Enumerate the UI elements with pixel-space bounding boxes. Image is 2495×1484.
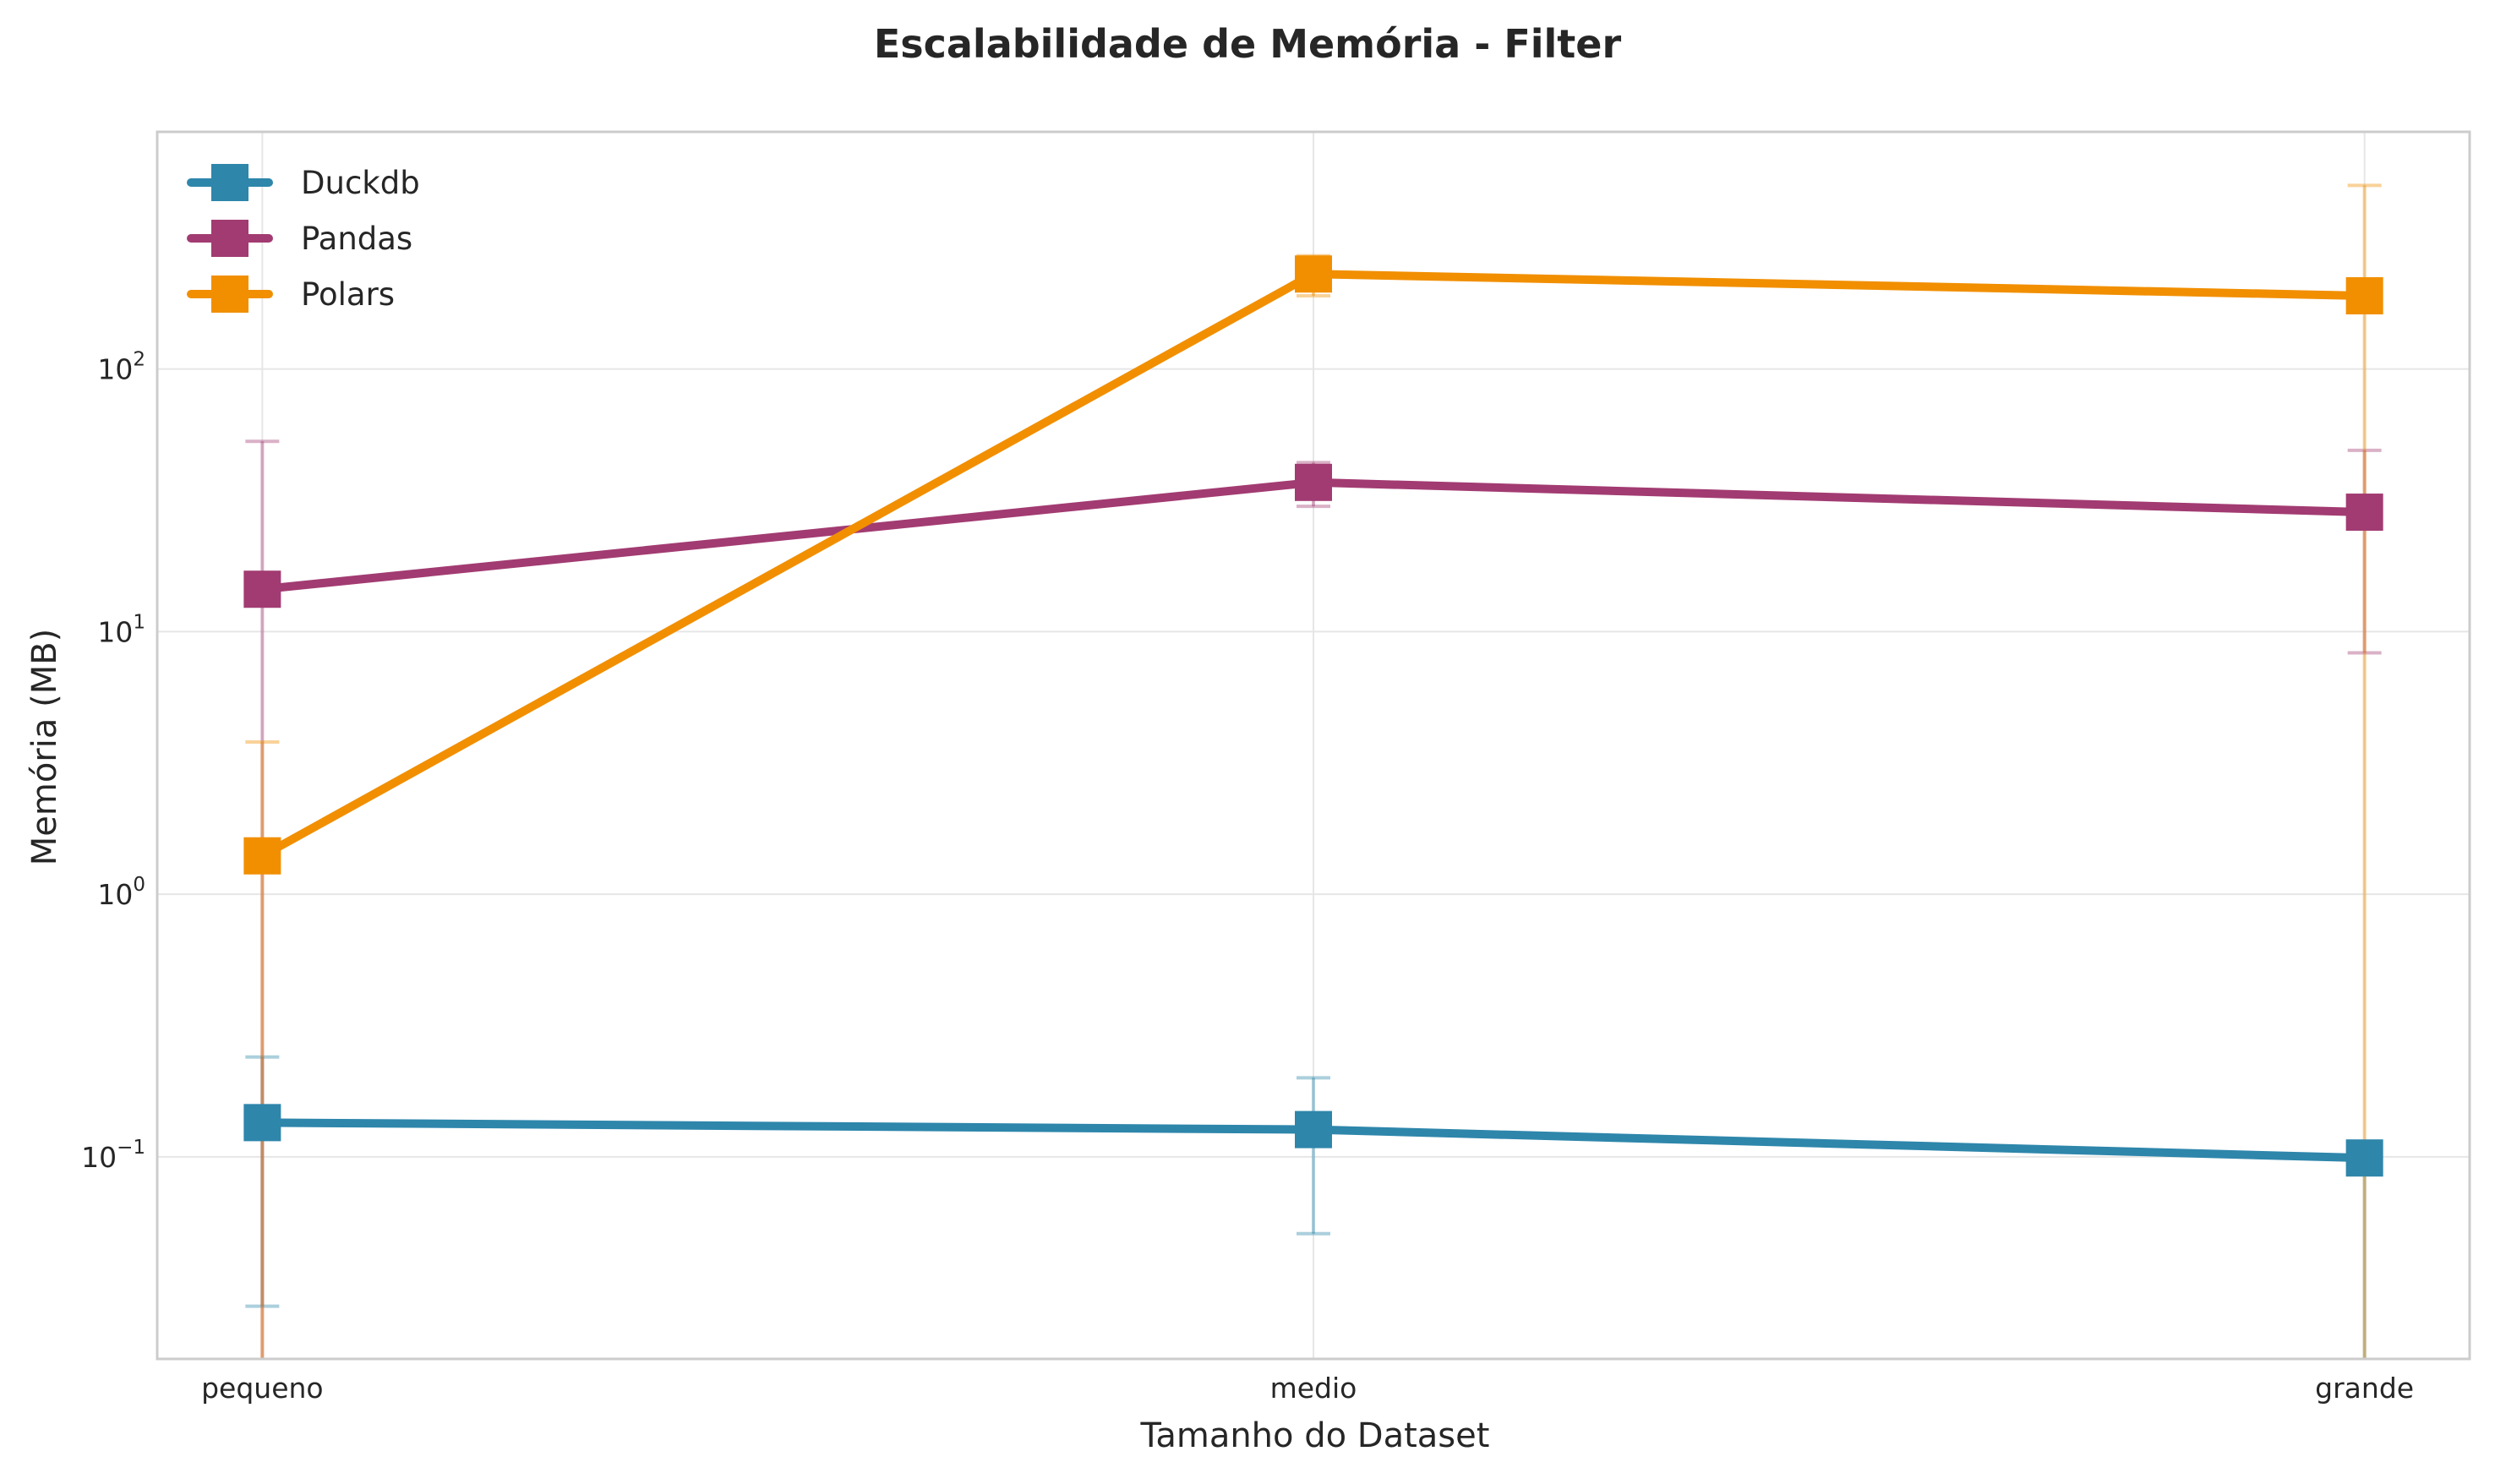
- error-bar-polars: [2347, 183, 2382, 1359]
- legend: Duckdb Pandas Polars: [187, 164, 420, 313]
- legend-marker-duckdb: [211, 164, 248, 201]
- error-bars: [245, 183, 2382, 1359]
- data-point-polars: [2345, 277, 2383, 315]
- data-point-duckdb: [1295, 1110, 1332, 1148]
- y-tick-base: 10: [81, 1141, 117, 1174]
- x-tick-label: pequeno: [201, 1372, 324, 1405]
- legend-label-polars: Polars: [301, 276, 395, 313]
- data-point-pandas: [1295, 463, 1332, 501]
- data-point-polars: [243, 837, 281, 875]
- y-tick-exponent: −1: [117, 1137, 145, 1159]
- legend-label-pandas: Pandas: [301, 221, 412, 257]
- error-bar-duckdb: [1297, 1076, 1330, 1236]
- data-point-pandas: [243, 570, 281, 608]
- y-axis-label: Memória (MB): [25, 629, 64, 866]
- legend-marker-polars: [211, 276, 248, 313]
- y-tick-label: 102: [97, 349, 145, 386]
- y-tick-label: 10−1: [81, 1137, 145, 1174]
- data-point-duckdb: [2345, 1139, 2383, 1177]
- x-tick-label: grande: [2315, 1372, 2414, 1405]
- y-tick-exponent: 2: [133, 349, 145, 371]
- error-bar-duckdb: [245, 1055, 280, 1308]
- error-bar-pandas: [2347, 448, 2382, 655]
- y-tick-base: 10: [97, 615, 133, 648]
- x-tick-label: medio: [1270, 1372, 1357, 1405]
- plot-frame: [156, 130, 2471, 1361]
- x-axis-label: Tamanho do Dataset: [1140, 1416, 1490, 1455]
- y-tick-exponent: 0: [133, 874, 145, 896]
- data-point-polars: [1295, 255, 1332, 293]
- y-tick-base: 10: [97, 353, 133, 386]
- data-point-duckdb: [243, 1104, 281, 1142]
- y-tick-label: 101: [97, 611, 145, 648]
- chart-title: Escalabilidade de Memória - Filter: [874, 21, 1622, 67]
- y-tick-exponent: 1: [133, 611, 145, 633]
- y-tick-label: 100: [97, 874, 145, 911]
- series-lines: [243, 255, 2383, 1177]
- data-point-pandas: [2345, 494, 2383, 532]
- y-tick-base: 10: [97, 878, 133, 911]
- legend-marker-pandas: [211, 220, 248, 257]
- legend-label-duckdb: Duckdb: [301, 165, 420, 201]
